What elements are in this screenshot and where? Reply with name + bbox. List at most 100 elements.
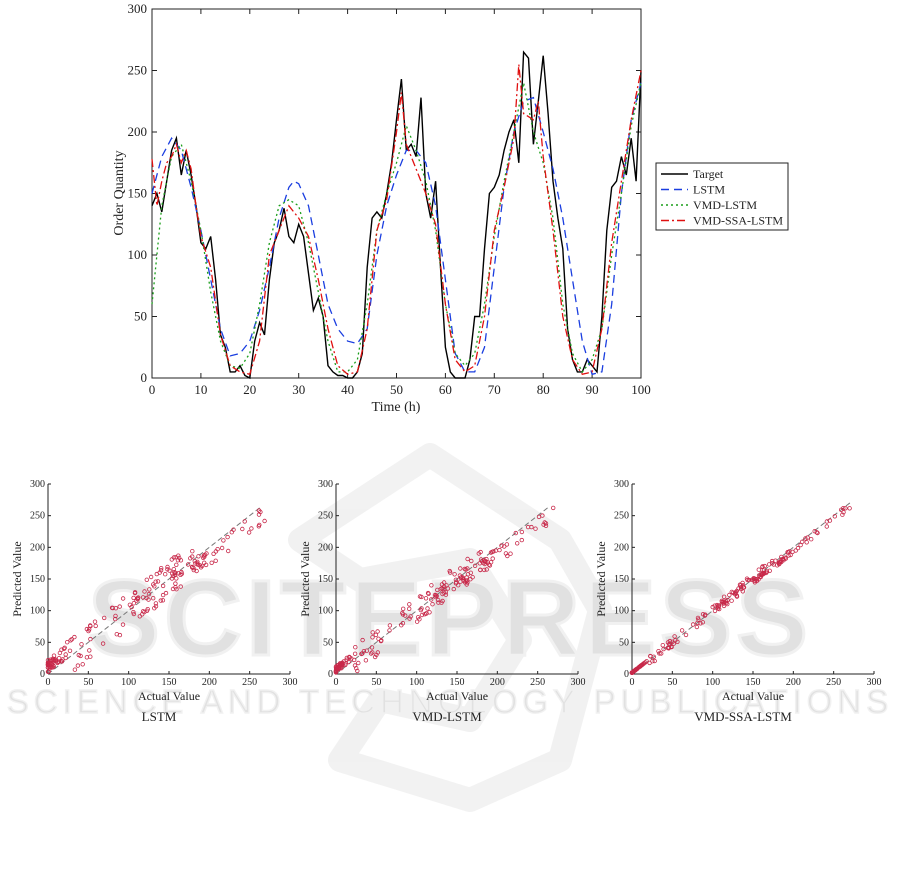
scatter-point: [679, 628, 685, 633]
x-tick-label: 200: [786, 677, 801, 688]
y-tick-label: 150: [614, 574, 629, 585]
scatter-point: [160, 583, 166, 589]
scatter-point: [140, 595, 146, 600]
scatter-point: [435, 587, 440, 593]
y-tick-label: 300: [128, 1, 148, 16]
scatter-point: [174, 576, 179, 581]
time-series-chart: 0 10 20 30 40 50 60 70 80 90 100 0 50 100 150 200 250 300…: [112, 1, 789, 415]
scatter-point: [717, 606, 722, 612]
scatter-point: [458, 579, 463, 584]
scatter-point: [508, 551, 513, 556]
scatter-point: [477, 561, 482, 566]
x-tick-label: 50: [667, 677, 677, 688]
y-tick-label: 50: [323, 637, 333, 648]
scatter-point: [419, 606, 424, 611]
scatter-point: [375, 650, 380, 655]
scatter-point: [695, 615, 701, 621]
scatter-point: [429, 583, 434, 588]
scatter-point: [773, 558, 778, 563]
scatter-point: [364, 648, 369, 653]
scatter-point: [165, 567, 170, 572]
scatter-point: [352, 651, 358, 656]
scatter-point: [84, 655, 90, 660]
scatter-point: [197, 563, 202, 568]
scatter-point: [453, 581, 459, 586]
scatter-point: [175, 558, 181, 563]
x-tick-label: 250: [826, 677, 841, 688]
scatter-point: [80, 662, 85, 667]
scatter-point: [225, 548, 231, 554]
scatter-point: [72, 667, 78, 672]
scatter-point: [158, 598, 163, 603]
scatter-point: [712, 608, 718, 614]
scatter-point: [463, 567, 468, 572]
legend-label: VMD-LSTM: [693, 198, 757, 212]
scatter-point: [174, 587, 179, 592]
scatter-point: [634, 666, 640, 671]
scatter-point: [630, 669, 636, 675]
scatter-point: [202, 554, 207, 559]
subplot-title: LSTM: [142, 709, 177, 724]
scatter-point: [487, 563, 493, 568]
x-tick-label: 250: [242, 677, 257, 688]
scatter-point: [363, 658, 369, 663]
legend-label: LSTM: [693, 183, 725, 197]
scatter-point: [199, 563, 205, 569]
scatter-point: [756, 567, 761, 572]
x-tick-label: 80: [537, 382, 550, 397]
scatter-point: [240, 526, 245, 532]
scatter-point: [488, 550, 494, 555]
scatter-point: [403, 613, 408, 618]
x-tick-label: 50: [83, 677, 93, 688]
scatter-point: [451, 586, 456, 592]
y-tick-label: 250: [614, 511, 629, 522]
scatter-point: [154, 571, 159, 577]
scatter-point: [221, 538, 226, 543]
scatter-point: [502, 544, 507, 549]
scatter-point: [824, 519, 830, 524]
scatter-point: [443, 590, 448, 595]
scatter-point: [225, 534, 230, 540]
scatter-point: [400, 621, 406, 626]
y-tick-label: 100: [128, 247, 148, 262]
scatter-point: [698, 621, 703, 626]
scatter-point: [513, 530, 518, 536]
scatter-point: [519, 529, 525, 535]
scatter-point: [452, 572, 457, 577]
scatter-point: [503, 551, 509, 556]
scatter-point: [423, 596, 429, 601]
subplot-title: VMD-SSA-LSTM: [694, 709, 792, 724]
y-tick-label: 300: [614, 479, 629, 490]
y-tick-label: 0: [624, 669, 629, 680]
scatter-point: [484, 567, 489, 572]
x-tick-label: 70: [488, 382, 501, 397]
scatter-point: [460, 575, 465, 580]
scatter-point: [78, 653, 83, 659]
scatter-point: [347, 655, 352, 660]
x-tick-label: 300: [867, 677, 882, 688]
scatter-point: [786, 553, 791, 558]
scatter-point: [803, 536, 808, 541]
scatter-point: [798, 542, 803, 548]
y-tick-label: 250: [128, 63, 148, 78]
scatter-point: [113, 606, 118, 611]
scatter-point: [171, 555, 177, 560]
scatter-point: [840, 512, 845, 517]
scatter-point: [62, 645, 67, 650]
scatter-point: [422, 612, 427, 617]
scatter-point: [519, 537, 524, 543]
scatter-point: [369, 645, 375, 650]
x-tick-label: 300: [283, 677, 298, 688]
scatter-point: [176, 555, 182, 561]
scatter-point: [729, 589, 734, 595]
watermark: SCITEPRESS SCIENCE AND TECHNOLOGY PUBLIC…: [6, 443, 889, 812]
scatter-point: [469, 558, 474, 564]
scatter-point: [809, 537, 814, 542]
scatter-point: [63, 652, 68, 657]
scatter-point: [178, 584, 183, 589]
scatter-point: [68, 638, 73, 643]
scatter-point: [174, 562, 179, 567]
scatter-point: [795, 545, 801, 551]
y-axis-label: Order Quantity: [112, 150, 127, 235]
scatter-point: [171, 567, 176, 572]
